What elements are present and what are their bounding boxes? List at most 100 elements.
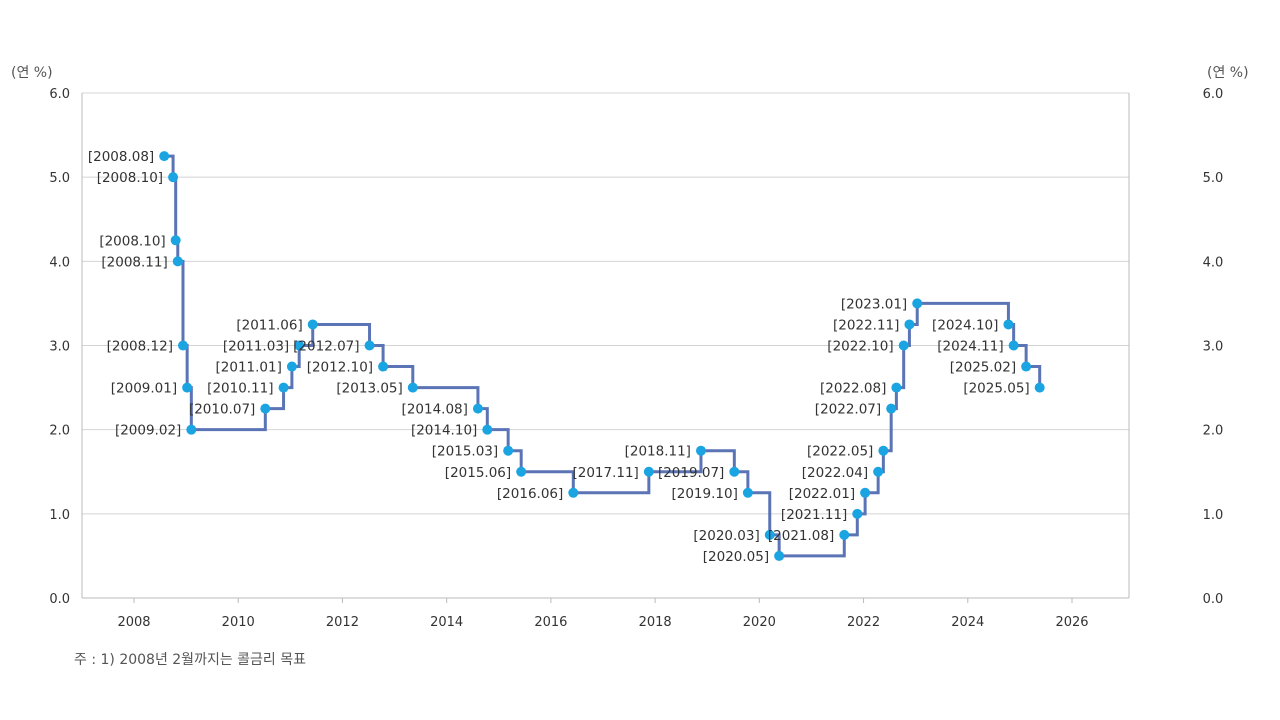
data-point-26 (839, 529, 850, 540)
data-point-1 (168, 172, 179, 183)
data-point-36 (1003, 319, 1014, 330)
data-point-24 (764, 529, 775, 540)
y-tick-left-5: 5.0 (49, 171, 70, 186)
y-tick-right-0: 0.0 (1203, 592, 1224, 607)
data-point-16 (482, 424, 493, 435)
data-label-10: [2011.03] (223, 339, 289, 355)
x-tick-7: 2022 (847, 615, 880, 630)
y-tick-right-3: 3.0 (1203, 340, 1224, 355)
x-tick-2: 2012 (326, 615, 359, 630)
data-point-27 (852, 508, 863, 519)
data-label-25: [2020.05] (703, 549, 769, 565)
y-tick-left-2: 2.0 (49, 424, 70, 439)
data-point-28 (860, 487, 871, 498)
data-label-37: [2024.11] (937, 339, 1003, 355)
data-label-2: [2008.10] (99, 233, 165, 249)
x-tick-0: 2008 (117, 615, 150, 630)
data-label-36: [2024.10] (932, 317, 998, 333)
data-label-28: [2022.01] (789, 486, 855, 502)
data-point-15 (472, 403, 483, 414)
y-tick-right-4: 4.0 (1203, 255, 1224, 270)
y-tick-left-1: 1.0 (49, 508, 70, 523)
data-label-6: [2009.02] (115, 423, 181, 439)
data-label-11: [2011.06] (236, 317, 302, 333)
x-tick-5: 2018 (639, 615, 672, 630)
data-label-18: [2015.06] (445, 465, 511, 481)
data-point-17 (503, 445, 514, 456)
data-label-13: [2012.10] (307, 360, 373, 376)
x-tick-6: 2020 (743, 615, 776, 630)
data-point-9 (286, 361, 297, 372)
data-point-21 (695, 445, 706, 456)
data-point-22 (729, 466, 740, 477)
data-label-19: [2016.06] (497, 486, 563, 502)
data-point-34 (904, 319, 915, 330)
data-label-20: [2017.11] (572, 465, 638, 481)
data-label-17: [2015.03] (432, 444, 498, 460)
data-point-5 (182, 382, 193, 393)
data-label-38: [2025.02] (950, 360, 1016, 376)
data-label-4: [2008.12] (107, 339, 173, 355)
data-point-39 (1034, 382, 1045, 393)
data-point-25 (774, 550, 785, 561)
data-point-18 (516, 466, 527, 477)
data-label-23: [2019.10] (671, 486, 737, 502)
y-tick-right-1: 1.0 (1203, 508, 1224, 523)
data-point-20 (643, 466, 654, 477)
data-point-11 (307, 319, 318, 330)
data-point-6 (186, 424, 197, 435)
data-point-30 (878, 445, 889, 456)
data-label-33: [2022.10] (827, 339, 893, 355)
data-point-8 (278, 382, 289, 393)
data-label-35: [2023.01] (841, 296, 907, 312)
data-label-8: [2010.11] (207, 381, 273, 397)
data-label-34: [2022.11] (833, 317, 899, 333)
data-label-12: [2012.07] (293, 339, 359, 355)
data-label-30: [2022.05] (807, 444, 873, 460)
data-label-32: [2022.08] (820, 381, 886, 397)
data-point-33 (898, 340, 909, 351)
data-point-19 (568, 487, 579, 498)
data-point-0 (159, 151, 170, 162)
data-point-31 (886, 403, 897, 414)
data-label-3: [2008.11] (101, 254, 167, 270)
data-label-22: [2019.07] (658, 465, 724, 481)
data-label-21: [2018.11] (625, 444, 691, 460)
data-point-13 (378, 361, 389, 372)
data-point-35 (912, 298, 923, 309)
data-point-12 (364, 340, 375, 351)
data-point-7 (260, 403, 271, 414)
data-label-14: [2013.05] (336, 381, 402, 397)
y-tick-left-4: 4.0 (49, 255, 70, 270)
series-line-base-rate (164, 154, 1042, 558)
data-label-31: [2022.07] (815, 402, 881, 418)
data-label-26: [2021.08] (768, 528, 834, 544)
y-tick-right-2: 2.0 (1203, 424, 1224, 439)
data-label-1: [2008.10] (97, 170, 163, 186)
data-point-29 (873, 466, 884, 477)
data-point-38 (1021, 361, 1032, 372)
data-label-24: [2020.03] (693, 528, 759, 544)
y-tick-left-3: 3.0 (49, 340, 70, 355)
y-tick-right-5: 5.0 (1203, 171, 1224, 186)
data-label-7: [2010.07] (189, 402, 255, 418)
data-label-16: [2014.10] (411, 423, 477, 439)
data-label-39: [2025.05] (963, 381, 1029, 397)
data-label-0: [2008.08] (88, 149, 154, 165)
data-label-29: [2022.04] (802, 465, 868, 481)
data-point-2 (170, 235, 181, 246)
right-axis-unit: (연 %) (1207, 65, 1249, 81)
x-tick-3: 2014 (430, 615, 463, 630)
data-point-14 (407, 382, 418, 393)
chart-footnote: 주 : 1) 2008년 2월까지는 콜금리 목표 (74, 652, 307, 668)
data-label-9: [2011.01] (216, 360, 282, 376)
x-tick-1: 2010 (222, 615, 255, 630)
data-label-27: [2021.11] (781, 507, 847, 523)
left-axis-unit: (연 %) (11, 65, 53, 81)
data-point-37 (1008, 340, 1019, 351)
x-tick-8: 2024 (951, 615, 984, 630)
data-point-4 (177, 340, 188, 351)
y-tick-left-0: 0.0 (49, 592, 70, 607)
